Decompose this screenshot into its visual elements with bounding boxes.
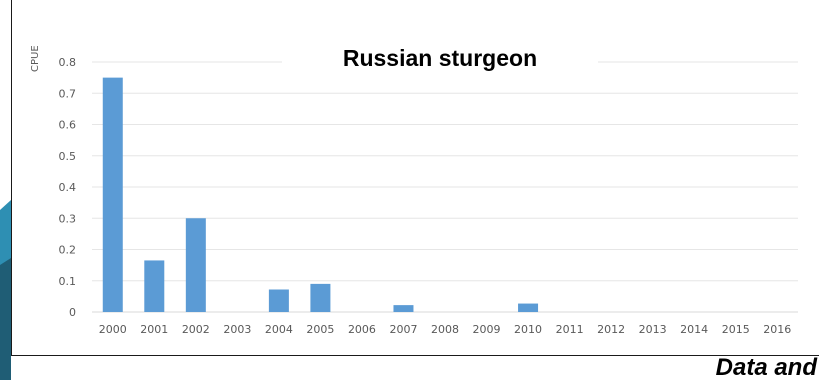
x-tick-label: 2013	[639, 323, 667, 336]
x-tick-label: 2004	[265, 323, 293, 336]
y-tick-label: 0.7	[59, 87, 77, 100]
bar-2004	[268, 289, 289, 312]
y-tick-label: 0.4	[59, 181, 77, 194]
y-tick-label: 0.2	[59, 244, 77, 257]
y-tick-label: 0.6	[59, 119, 77, 132]
footer-text: Data and	[715, 354, 817, 380]
x-tick-label: 2009	[473, 323, 501, 336]
x-tick-label: 2002	[182, 323, 210, 336]
bar-2000	[102, 77, 123, 312]
decorative-teal-shape	[0, 200, 11, 380]
x-tick-label: 2005	[306, 323, 334, 336]
x-tick-label: 2010	[514, 323, 542, 336]
x-tick-label: 2006	[348, 323, 376, 336]
x-tick-label: 2016	[763, 323, 791, 336]
bar-2001	[144, 260, 165, 312]
y-tick-label: 0	[69, 306, 76, 319]
x-tick-label: 2008	[431, 323, 459, 336]
x-tick-label: 2011	[556, 323, 584, 336]
x-tick-label: 2015	[722, 323, 750, 336]
y-tick-label: 0.8	[59, 56, 77, 69]
x-tick-label: 2000	[99, 323, 127, 336]
x-tick-label: 2012	[597, 323, 625, 336]
x-tick-label: 2001	[140, 323, 168, 336]
x-tick-label: 2007	[389, 323, 417, 336]
bar-2002	[185, 218, 206, 312]
y-tick-label: 0.3	[59, 212, 77, 225]
bar-2010	[518, 303, 539, 312]
y-tick-label: 0.1	[59, 275, 77, 288]
bar-2005	[310, 283, 331, 312]
bar-chart: 0 0.1 0.2 0.3 0.4 0.5 0.6 0.7 0.8 2000 2001 2002 20…	[30, 45, 798, 336]
x-tick-label: 2014	[680, 323, 708, 336]
x-tick-label: 2003	[223, 323, 251, 336]
y-axis-label: CPUE	[30, 45, 41, 72]
chart-title: Russian sturgeon	[282, 42, 598, 74]
bar-2007	[393, 305, 414, 312]
chart-frame: 0 0.1 0.2 0.3 0.4 0.5 0.6 0.7 0.8 2000 2001 2002 20…	[11, 0, 819, 356]
y-tick-label: 0.5	[59, 150, 77, 163]
